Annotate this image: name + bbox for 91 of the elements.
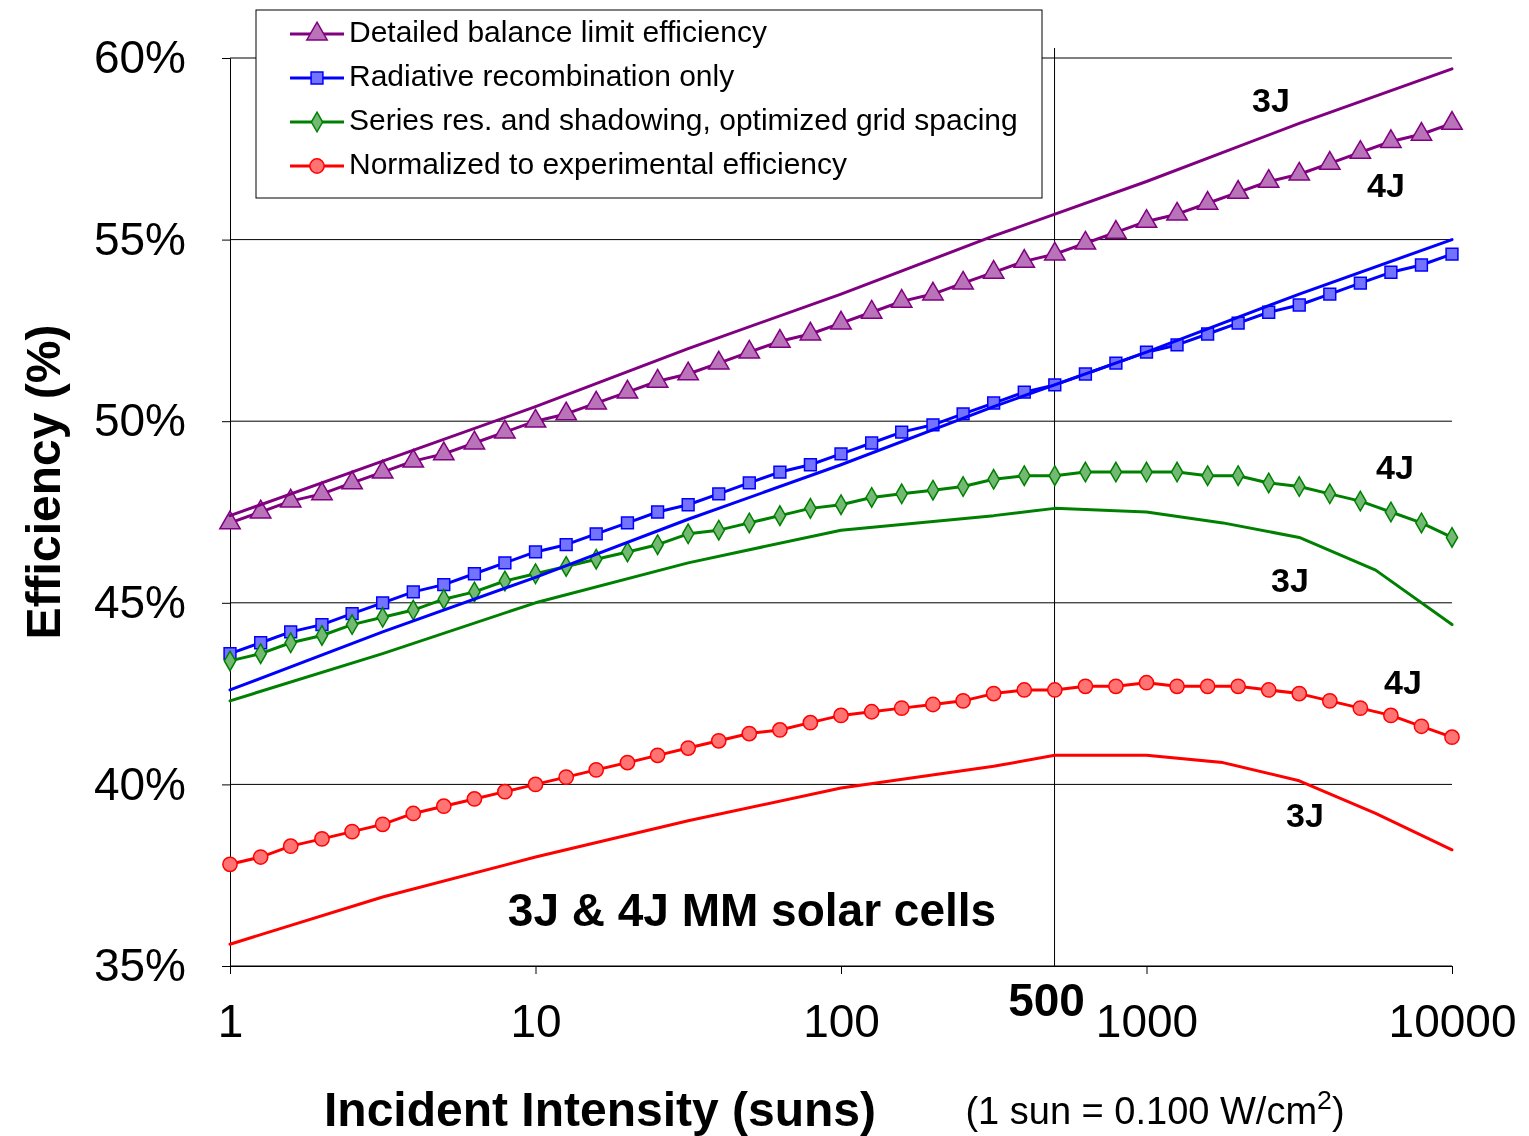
point <box>1444 729 1460 746</box>
y-tick-label: 35% <box>93 939 186 992</box>
point <box>252 849 269 865</box>
x-tick-label: 10000 <box>1388 994 1517 1047</box>
point <box>1323 287 1337 301</box>
point <box>466 791 483 807</box>
point <box>1413 718 1430 735</box>
point <box>985 685 1002 702</box>
point <box>1384 265 1398 279</box>
point <box>406 585 420 599</box>
point <box>649 747 666 764</box>
point <box>1445 247 1459 261</box>
ref-line-label: 500 <box>1008 974 1085 1026</box>
point <box>375 596 390 610</box>
y-tick-label: 50% <box>93 394 186 447</box>
x-axis-title: Incident Intensity (suns) <box>323 1083 877 1136</box>
point <box>498 556 512 570</box>
point <box>374 816 391 833</box>
annotation: 4J <box>1384 663 1422 701</box>
point <box>1383 707 1399 724</box>
point <box>680 740 697 756</box>
x-tick-label: 1 <box>217 994 244 1047</box>
point <box>712 487 726 501</box>
point <box>834 447 848 461</box>
point <box>1260 682 1277 698</box>
point <box>437 577 451 592</box>
point <box>222 856 238 873</box>
annotation: 3J <box>1252 81 1290 119</box>
text: (1 sun = 0.100 W/cm$^{2}$) <box>965 1085 1345 1132</box>
point <box>741 725 758 742</box>
point <box>1138 674 1155 691</box>
point <box>527 776 544 793</box>
point <box>1353 276 1368 290</box>
annotation: 3J <box>1271 561 1309 599</box>
y-tick-label: 55% <box>93 212 186 265</box>
annotation: 3J <box>1286 796 1324 834</box>
point <box>893 700 910 716</box>
point <box>344 823 360 840</box>
point <box>435 798 452 815</box>
point <box>558 769 575 786</box>
point <box>681 498 695 512</box>
point <box>1016 682 1033 698</box>
point <box>467 567 482 581</box>
point <box>1199 678 1216 695</box>
point <box>497 783 513 800</box>
point <box>405 805 422 822</box>
legend-label: Detailed balance limit efficiency <box>349 14 767 48</box>
legend-label: Series res. and shadowing, optimized grid spacing <box>349 102 1018 136</box>
point <box>1291 685 1308 702</box>
point <box>1169 678 1185 695</box>
y-tick-label: 45% <box>93 576 186 629</box>
point <box>1108 678 1124 695</box>
point <box>589 527 603 541</box>
point <box>833 707 849 724</box>
point <box>1352 700 1369 716</box>
point <box>863 703 880 720</box>
point <box>314 831 330 847</box>
point <box>865 436 879 450</box>
x-tick-label: 1000 <box>1095 994 1199 1047</box>
y-tick-label: 60% <box>93 31 186 84</box>
annotation: 4J <box>1367 166 1405 204</box>
x-tick-label: 100 <box>803 994 880 1047</box>
point <box>620 516 635 530</box>
annotation: 3J & 4J MM solar cells <box>507 884 997 936</box>
legend-label: Radiative recombination only <box>349 58 735 92</box>
x-tick-label: 10 <box>510 994 562 1047</box>
point <box>742 476 756 490</box>
point <box>1077 678 1094 695</box>
point <box>588 762 605 778</box>
point <box>710 732 727 749</box>
point <box>528 545 543 559</box>
point <box>925 696 941 713</box>
y-axis-title: Efficiency (%) <box>17 324 70 640</box>
point <box>1292 298 1306 312</box>
point <box>1321 692 1338 709</box>
point <box>895 425 909 439</box>
point <box>803 458 818 472</box>
point <box>1046 682 1063 698</box>
point <box>955 692 971 709</box>
point <box>1414 258 1429 272</box>
annotation: 4J <box>1376 448 1414 486</box>
y-tick-label: 40% <box>93 757 186 810</box>
point <box>282 838 299 855</box>
point <box>559 538 573 552</box>
point <box>773 465 787 479</box>
point <box>772 722 788 738</box>
point <box>802 714 819 731</box>
point <box>619 754 636 771</box>
legend-label: Normalized to experimental efficiency <box>349 146 848 180</box>
point <box>1230 678 1247 695</box>
point <box>650 505 665 519</box>
